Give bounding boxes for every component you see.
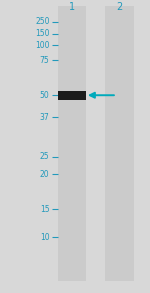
Bar	[58, 91, 86, 100]
Text: 1: 1	[69, 2, 75, 12]
Text: 75: 75	[40, 56, 50, 64]
Text: 150: 150	[35, 29, 50, 38]
Text: 25: 25	[40, 152, 50, 161]
Text: 37: 37	[40, 113, 50, 122]
Text: 20: 20	[40, 170, 50, 179]
Text: 100: 100	[35, 41, 50, 50]
Bar	[58, 6, 86, 281]
Text: 250: 250	[35, 18, 50, 26]
Bar	[105, 6, 134, 281]
Text: 15: 15	[40, 205, 50, 214]
Text: 10: 10	[40, 233, 50, 242]
Text: 50: 50	[40, 91, 50, 100]
Text: 2: 2	[116, 2, 122, 12]
